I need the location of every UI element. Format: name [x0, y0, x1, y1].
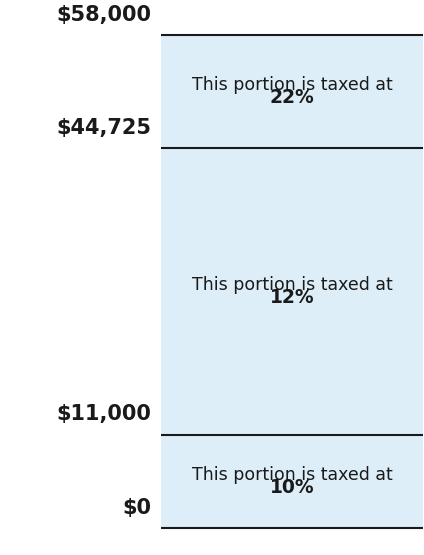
Text: 22%: 22% [270, 88, 315, 107]
Bar [162, 148, 423, 435]
Bar [162, 435, 423, 528]
Text: $0: $0 [122, 498, 151, 518]
Text: $44,725: $44,725 [56, 118, 151, 138]
Text: This portion is taxed at: This portion is taxed at [192, 466, 392, 485]
Text: 10%: 10% [270, 478, 314, 497]
Text: $58,000: $58,000 [56, 4, 151, 24]
Text: 12%: 12% [270, 287, 314, 306]
Text: This portion is taxed at: This portion is taxed at [192, 276, 392, 294]
Bar [162, 35, 423, 148]
Text: This portion is taxed at: This portion is taxed at [192, 77, 392, 94]
Text: $11,000: $11,000 [56, 405, 151, 425]
